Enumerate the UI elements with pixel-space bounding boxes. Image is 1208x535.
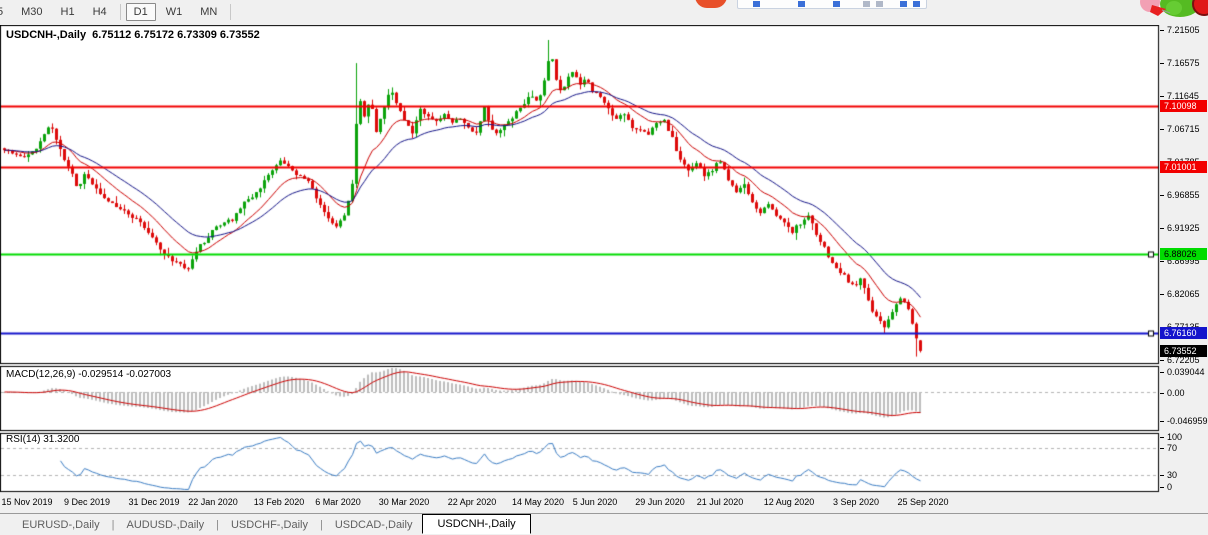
macd-tick-label: 0.039044 [1167, 367, 1205, 377]
chart-tab-usdcad[interactable]: USDCAD-,Daily [334, 518, 413, 531]
timeframe-button-d1[interactable]: D1 [125, 3, 156, 21]
chart-tab-usdchf[interactable]: USDCHF-,Daily [230, 518, 308, 531]
hline-price-label[interactable]: 7.10098 [1160, 100, 1207, 112]
price-tick-label: 6.96855 [1167, 190, 1200, 200]
date-label: 5 Jun 2020 [572, 497, 618, 507]
partial-app-icon[interactable] [798, 1, 805, 7]
chart-tab-usdcnh[interactable]: USDCNH-,Daily [422, 514, 531, 534]
partial-app-icon[interactable] [833, 1, 840, 7]
timeframe-buttons: 5 M30 H1 H4 D1 W1 MN [0, 2, 235, 22]
axis-tick-mark [1160, 475, 1164, 476]
axis-tick-mark [1160, 30, 1164, 31]
partial-app-icon[interactable] [753, 1, 760, 7]
axis-tick-mark [1160, 195, 1164, 196]
hline-price-label[interactable]: 6.76160 [1160, 327, 1207, 339]
price-tick-label: 6.72205 [1167, 355, 1200, 365]
rsi-tick-label: 0 [1167, 482, 1173, 492]
partial-app-icon[interactable] [913, 1, 920, 7]
timeframe-button-h4[interactable]: H4 [85, 3, 115, 21]
date-label: 22 Apr 2020 [447, 497, 497, 507]
hline-price-label[interactable]: 6.88026 [1160, 248, 1207, 260]
current-price-label: 6.73552 [1160, 345, 1207, 357]
timeframe-button-w1[interactable]: W1 [158, 3, 191, 21]
price-tick-label: 7.16575 [1167, 58, 1200, 68]
axis-tick-mark [1160, 96, 1164, 97]
timeframe-button-m30[interactable]: M30 [13, 3, 50, 21]
date-label: 25 Sep 2020 [897, 497, 949, 507]
axis-tick-mark [1160, 228, 1164, 229]
axis-tick-mark [1160, 487, 1164, 488]
tab-separator: | [111, 518, 115, 531]
macd-label: MACD(12,26,9) -0.029514 -0.027003 [6, 369, 172, 380]
date-label: 9 Dec 2019 [63, 497, 111, 507]
axis-tick-mark [1160, 63, 1164, 64]
date-label: 12 Aug 2020 [763, 497, 815, 507]
timeframe-button-h1[interactable]: H1 [53, 3, 83, 21]
macd-tick-label: -0.046959 [1167, 416, 1208, 426]
axis-tick-mark [1160, 261, 1164, 262]
chart-canvas[interactable] [0, 25, 1160, 493]
partial-app-icon[interactable] [876, 1, 883, 7]
chart-tab-eurusd[interactable]: EURUSD-,Daily [22, 518, 100, 531]
chart-title: USDCNH-,Daily 6.75112 6.75172 6.73309 6.7… [6, 29, 260, 41]
symbol-label: USDCNH-,Daily [6, 29, 87, 41]
date-label: 31 Dec 2019 [128, 497, 180, 507]
axis-tick-mark [1160, 437, 1164, 438]
price-tick-label: 6.82065 [1167, 289, 1200, 299]
chart-tabs-bar: EURUSD-,Daily | AUDUSD-,Daily | USDCHF-,Dail… [0, 513, 1208, 535]
ohlc-values: 6.75112 6.75172 6.73309 6.73552 [92, 29, 260, 41]
axis-tick-mark [1160, 294, 1164, 295]
hline-price-label[interactable]: 7.01001 [1160, 161, 1207, 173]
time-axis[interactable]: 15 Nov 2019 9 Dec 2019 31 Dec 2019 22 Jan 2… [0, 493, 1160, 511]
axis-tick-mark [1160, 129, 1164, 130]
price-tick-label: 7.11645 [1167, 91, 1199, 101]
partial-app-icon[interactable] [900, 1, 907, 7]
date-label: 21 Jul 2020 [696, 497, 744, 507]
tab-separator: | [319, 518, 323, 531]
date-label: 13 Feb 2020 [253, 497, 305, 507]
timeframe-button-5[interactable]: 5 [0, 3, 11, 21]
macd-tick-label: 0.00 [1167, 388, 1185, 398]
price-axis[interactable]: 7.215057.165757.116457.067157.017856.968… [1160, 25, 1208, 512]
tab-separator: | [216, 518, 219, 531]
rsi-tick-label: 70 [1167, 443, 1178, 453]
axis-tick-mark [1160, 372, 1164, 373]
rsi-label: RSI(14) 31.3200 [6, 434, 80, 445]
toolbar-separator [230, 4, 232, 20]
mascot-desktop-icon[interactable] [1128, 0, 1208, 22]
axis-tick-mark [1160, 421, 1164, 422]
rsi-tick-label: 100 [1167, 432, 1183, 442]
date-label: 22 Jan 2020 [188, 497, 238, 507]
price-tick-label: 7.06715 [1167, 124, 1200, 134]
date-label: 3 Sep 2020 [832, 497, 880, 507]
axis-tick-mark [1160, 360, 1164, 361]
toolbar-separator [119, 4, 121, 20]
date-label: 29 Jun 2020 [635, 497, 685, 507]
chart-tab-audusd[interactable]: AUDUSD-,Daily [126, 518, 205, 531]
date-label: 14 May 2020 [511, 497, 565, 507]
price-tick-label: 6.91925 [1167, 223, 1200, 233]
top-toolbar: 5 M30 H1 H4 D1 W1 MN [0, 0, 1208, 24]
axis-tick-mark [1160, 393, 1164, 394]
price-tick-label: 6.86995 [1167, 256, 1200, 266]
date-label: 6 Mar 2020 [315, 497, 361, 507]
date-label: 30 Mar 2020 [378, 497, 430, 507]
price-tick-label: 7.21505 [1167, 25, 1200, 35]
rsi-tick-label: 30 [1167, 470, 1178, 480]
partial-icon-strip[interactable] [737, 0, 927, 9]
timeframe-button-mn[interactable]: MN [192, 3, 225, 21]
date-label: 15 Nov 2019 [1, 497, 53, 507]
partial-logo-icon [695, 0, 727, 8]
partial-app-icon[interactable] [863, 1, 870, 7]
axis-tick-mark [1160, 448, 1164, 449]
